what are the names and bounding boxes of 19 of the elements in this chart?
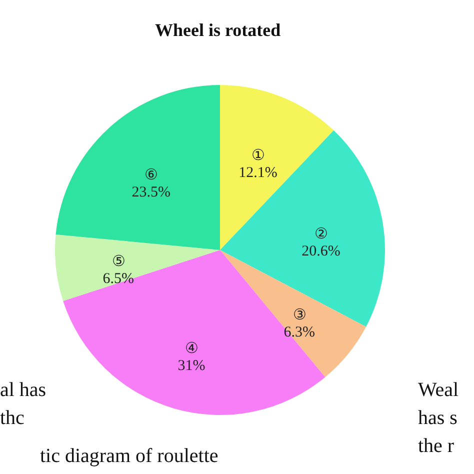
data-label: 23.5%	[132, 184, 171, 200]
slice-label: ③	[292, 307, 306, 324]
slice-label: ⑥	[144, 167, 158, 184]
data-label: 6.3%	[284, 324, 316, 340]
pie-slice	[220, 130, 385, 327]
text: al has thc	[0, 379, 46, 429]
text: Weal has s the r	[418, 379, 460, 457]
text: tic diagram of roulette	[40, 445, 218, 467]
slice-label: ②	[314, 226, 328, 242]
chart-title: Wheel is rotated	[155, 20, 281, 40]
data-label: 12.1%	[238, 165, 278, 182]
slice-label: ①	[251, 148, 264, 164]
data-label: 31%	[178, 358, 206, 374]
data-label: 6.5%	[102, 271, 134, 288]
data-label: 20.6%	[302, 243, 340, 260]
pie-slice	[55, 234, 220, 301]
slice-label: ⑤	[112, 254, 125, 270]
pie-slice	[56, 85, 220, 250]
slice-label: ④	[184, 341, 198, 358]
